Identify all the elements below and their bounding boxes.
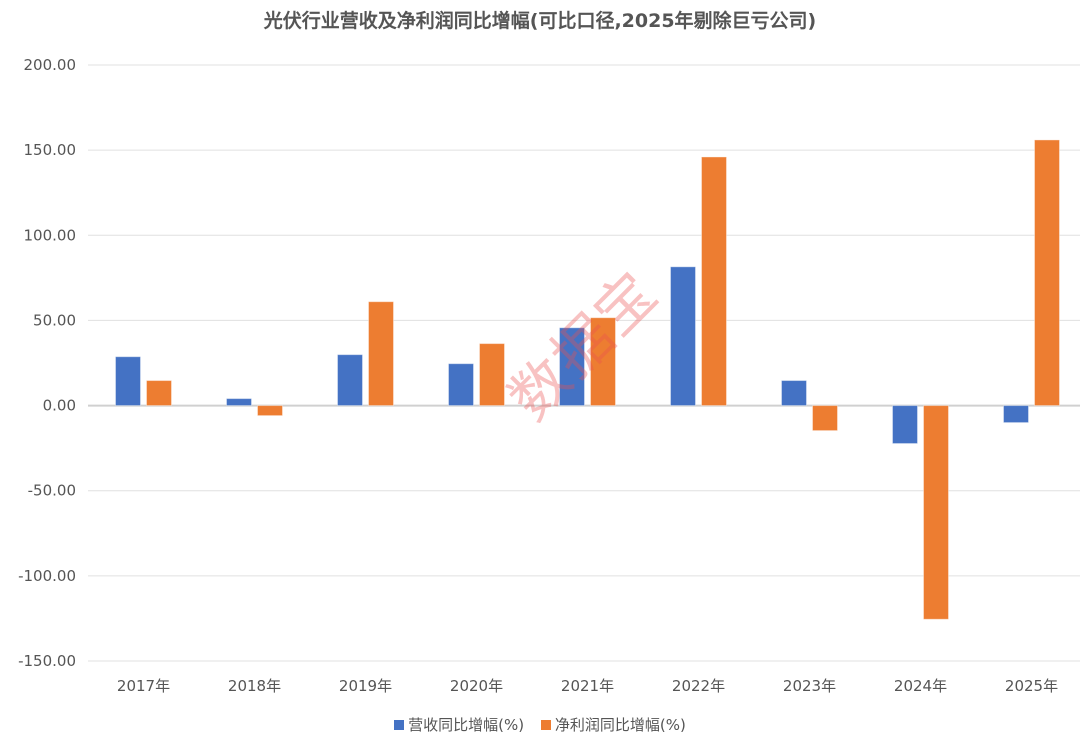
bar-profit — [812, 405, 838, 432]
legend: 营收同比增幅(%) 净利润同比增幅(%) — [0, 714, 1080, 735]
bar-profit — [701, 156, 727, 407]
x-tick-label: 2023年 — [783, 677, 836, 695]
y-tick-label: -100.00 — [18, 567, 76, 585]
x-tick-label: 2021年 — [561, 677, 614, 695]
y-tick-label: -50.00 — [28, 482, 76, 500]
y-tick-label: 150.00 — [24, 141, 77, 159]
x-tick-label: 2025年 — [1005, 677, 1058, 695]
x-tick-label: 2024年 — [894, 677, 947, 695]
bar-revenue — [781, 380, 807, 407]
legend-item-profit: 净利润同比增幅(%) — [540, 716, 686, 734]
bar-profit — [590, 317, 616, 407]
legend-label-revenue: 营收同比增幅(%) — [408, 716, 525, 734]
bar-revenue — [559, 327, 585, 407]
bar-revenue — [337, 354, 363, 407]
legend-swatch-revenue — [394, 720, 405, 730]
y-tick-label: -150.00 — [18, 652, 76, 670]
x-tick-label: 2020年 — [450, 677, 503, 695]
legend-item-revenue: 营收同比增幅(%) — [394, 716, 524, 734]
y-tick-label: 0.00 — [43, 397, 76, 415]
x-tick-label: 2019年 — [339, 677, 392, 695]
y-tick-label: 200.00 — [24, 56, 77, 74]
bar-revenue — [670, 266, 696, 407]
bar-profit — [1034, 139, 1060, 407]
bar-profit — [257, 405, 283, 417]
y-tick-label: 50.00 — [33, 311, 76, 329]
bar-profit — [368, 301, 394, 407]
bar-revenue — [115, 356, 141, 407]
legend-label-profit: 净利润同比增幅(%) — [554, 716, 686, 734]
y-tick-label: 100.00 — [24, 226, 77, 244]
bar-profit — [146, 380, 172, 407]
bar-revenue — [448, 363, 474, 407]
bar-revenue — [226, 398, 252, 407]
bar-profit — [479, 343, 505, 407]
x-tick-label: 2017年 — [117, 677, 170, 695]
legend-swatch-profit — [540, 720, 551, 730]
x-tick-label: 2018年 — [228, 677, 281, 695]
x-tick-label: 2022年 — [672, 677, 725, 695]
chart-title: 光伏行业营收及净利润同比增幅(可比口径,2025年剔除巨亏公司) — [263, 10, 817, 32]
bar-profit — [923, 405, 949, 620]
bar-revenue — [892, 405, 918, 445]
bar-revenue — [1003, 405, 1029, 424]
